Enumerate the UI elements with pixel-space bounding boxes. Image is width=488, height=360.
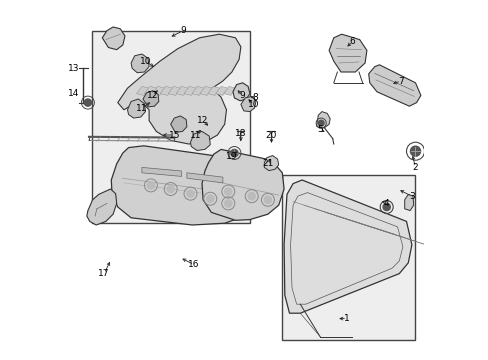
Polygon shape xyxy=(328,34,366,72)
Polygon shape xyxy=(176,86,188,95)
Circle shape xyxy=(186,190,194,197)
Polygon shape xyxy=(368,65,420,106)
Text: 13: 13 xyxy=(68,64,79,73)
Text: 10: 10 xyxy=(140,57,151,66)
Text: 15: 15 xyxy=(168,131,180,140)
Polygon shape xyxy=(215,86,228,95)
Polygon shape xyxy=(192,86,204,95)
Polygon shape xyxy=(142,91,159,107)
Text: 17: 17 xyxy=(98,269,110,278)
Polygon shape xyxy=(168,86,181,95)
Circle shape xyxy=(230,149,238,157)
Polygon shape xyxy=(118,34,241,144)
Circle shape xyxy=(167,185,174,193)
Text: 2: 2 xyxy=(412,163,417,172)
Text: 5: 5 xyxy=(317,125,322,134)
Polygon shape xyxy=(127,99,145,118)
Circle shape xyxy=(247,193,255,200)
Polygon shape xyxy=(202,149,284,220)
Polygon shape xyxy=(284,180,411,313)
Text: 9: 9 xyxy=(239,91,245,100)
Bar xyxy=(282,175,415,340)
Polygon shape xyxy=(264,156,278,171)
Polygon shape xyxy=(183,86,196,95)
Polygon shape xyxy=(160,86,172,95)
Text: 10: 10 xyxy=(247,100,259,109)
Text: 4: 4 xyxy=(383,199,389,208)
Text: 3: 3 xyxy=(408,192,414,201)
Polygon shape xyxy=(186,173,223,183)
Polygon shape xyxy=(404,194,413,211)
Text: 21: 21 xyxy=(262,159,273,168)
Circle shape xyxy=(224,188,231,195)
Text: 7: 7 xyxy=(397,77,403,86)
Text: 8: 8 xyxy=(252,93,258,102)
Polygon shape xyxy=(136,86,149,95)
Polygon shape xyxy=(200,86,212,95)
Text: 20: 20 xyxy=(265,131,277,140)
Polygon shape xyxy=(190,131,210,150)
Text: 16: 16 xyxy=(188,260,200,269)
Bar xyxy=(91,31,249,223)
Text: 14: 14 xyxy=(68,89,79,98)
Polygon shape xyxy=(87,189,117,225)
Circle shape xyxy=(318,120,324,126)
Polygon shape xyxy=(223,86,236,95)
Polygon shape xyxy=(170,116,186,132)
Text: 9: 9 xyxy=(180,26,186,35)
Text: 19: 19 xyxy=(225,152,237,161)
Polygon shape xyxy=(131,54,149,73)
Polygon shape xyxy=(111,146,259,225)
Polygon shape xyxy=(144,86,157,95)
Circle shape xyxy=(84,99,91,106)
Text: 12: 12 xyxy=(147,91,158,100)
Polygon shape xyxy=(142,167,181,176)
Circle shape xyxy=(264,196,271,203)
Polygon shape xyxy=(316,112,329,128)
Circle shape xyxy=(147,182,154,189)
Polygon shape xyxy=(152,86,164,95)
Text: 6: 6 xyxy=(349,37,355,46)
Text: 1: 1 xyxy=(344,314,349,323)
Polygon shape xyxy=(232,83,249,101)
Circle shape xyxy=(224,200,231,207)
Polygon shape xyxy=(207,86,220,95)
Text: 12: 12 xyxy=(197,116,208,125)
Text: 11: 11 xyxy=(190,131,201,140)
Circle shape xyxy=(409,146,420,156)
Text: 11: 11 xyxy=(136,104,147,113)
Polygon shape xyxy=(102,27,125,50)
Polygon shape xyxy=(241,96,256,112)
Circle shape xyxy=(382,203,389,211)
Text: 18: 18 xyxy=(235,129,246,138)
Circle shape xyxy=(206,195,213,202)
